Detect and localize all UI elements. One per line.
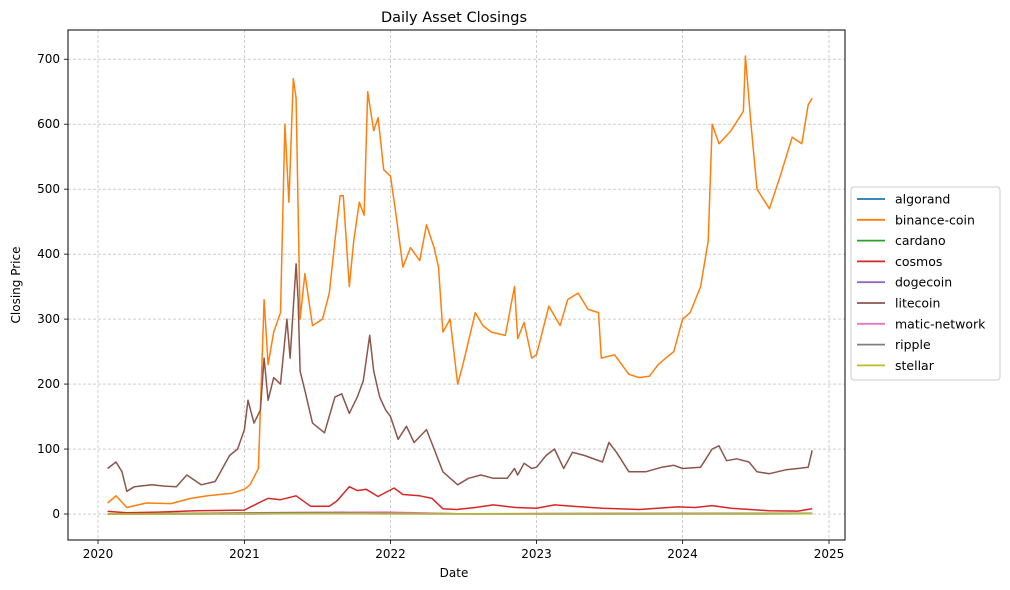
x-tick-label: 2021 <box>229 547 260 561</box>
x-tick-label: 2025 <box>814 547 845 561</box>
plot-area-frame <box>67 29 846 541</box>
chart-title: Daily Asset Closings <box>381 10 527 26</box>
x-tick-label: 2023 <box>521 547 552 561</box>
series-line-binance-coin <box>107 55 813 509</box>
legend: algorand binance-coin cardano cosmos dogecoi… <box>850 186 1001 381</box>
y-axis-title: Closing Price <box>9 247 23 324</box>
legend-label-litecoin: litecoin <box>895 296 940 311</box>
legend-label-cosmos: cosmos <box>895 254 942 269</box>
series-line-cosmos <box>107 485 813 514</box>
y-tick-label: 200 <box>37 377 60 391</box>
y-tick-label: 300 <box>37 312 60 326</box>
legend-label-ripple: ripple <box>895 337 931 352</box>
y-tick-label: 600 <box>37 117 60 131</box>
legend-label-algorand: algorand <box>895 192 950 207</box>
x-tick-label: 2022 <box>375 547 406 561</box>
legend-label-dogecoin: dogecoin <box>895 275 952 290</box>
x-tick-label: 2020 <box>83 547 114 561</box>
legend-box <box>850 186 1001 381</box>
y-tick-label: 100 <box>37 442 60 456</box>
axis-ticks: 2020 2021 2022 2023 2024 2025 0 100 200 300 400 500… <box>37 52 844 561</box>
y-tick-label: 500 <box>37 182 60 196</box>
series-line-litecoin <box>107 263 813 493</box>
y-tick-label: 700 <box>37 52 60 66</box>
x-tick-label: 2024 <box>667 547 698 561</box>
y-tick-label: 400 <box>37 247 60 261</box>
legend-label-stellar: stellar <box>895 358 935 373</box>
x-axis-title: Date <box>440 566 469 580</box>
legend-label-binance-coin: binance-coin <box>895 212 975 227</box>
y-tick-label: 0 <box>52 507 60 521</box>
series-lines <box>107 55 813 515</box>
legend-label-matic-network: matic-network <box>895 316 986 331</box>
legend-label-cardano: cardano <box>895 233 946 248</box>
